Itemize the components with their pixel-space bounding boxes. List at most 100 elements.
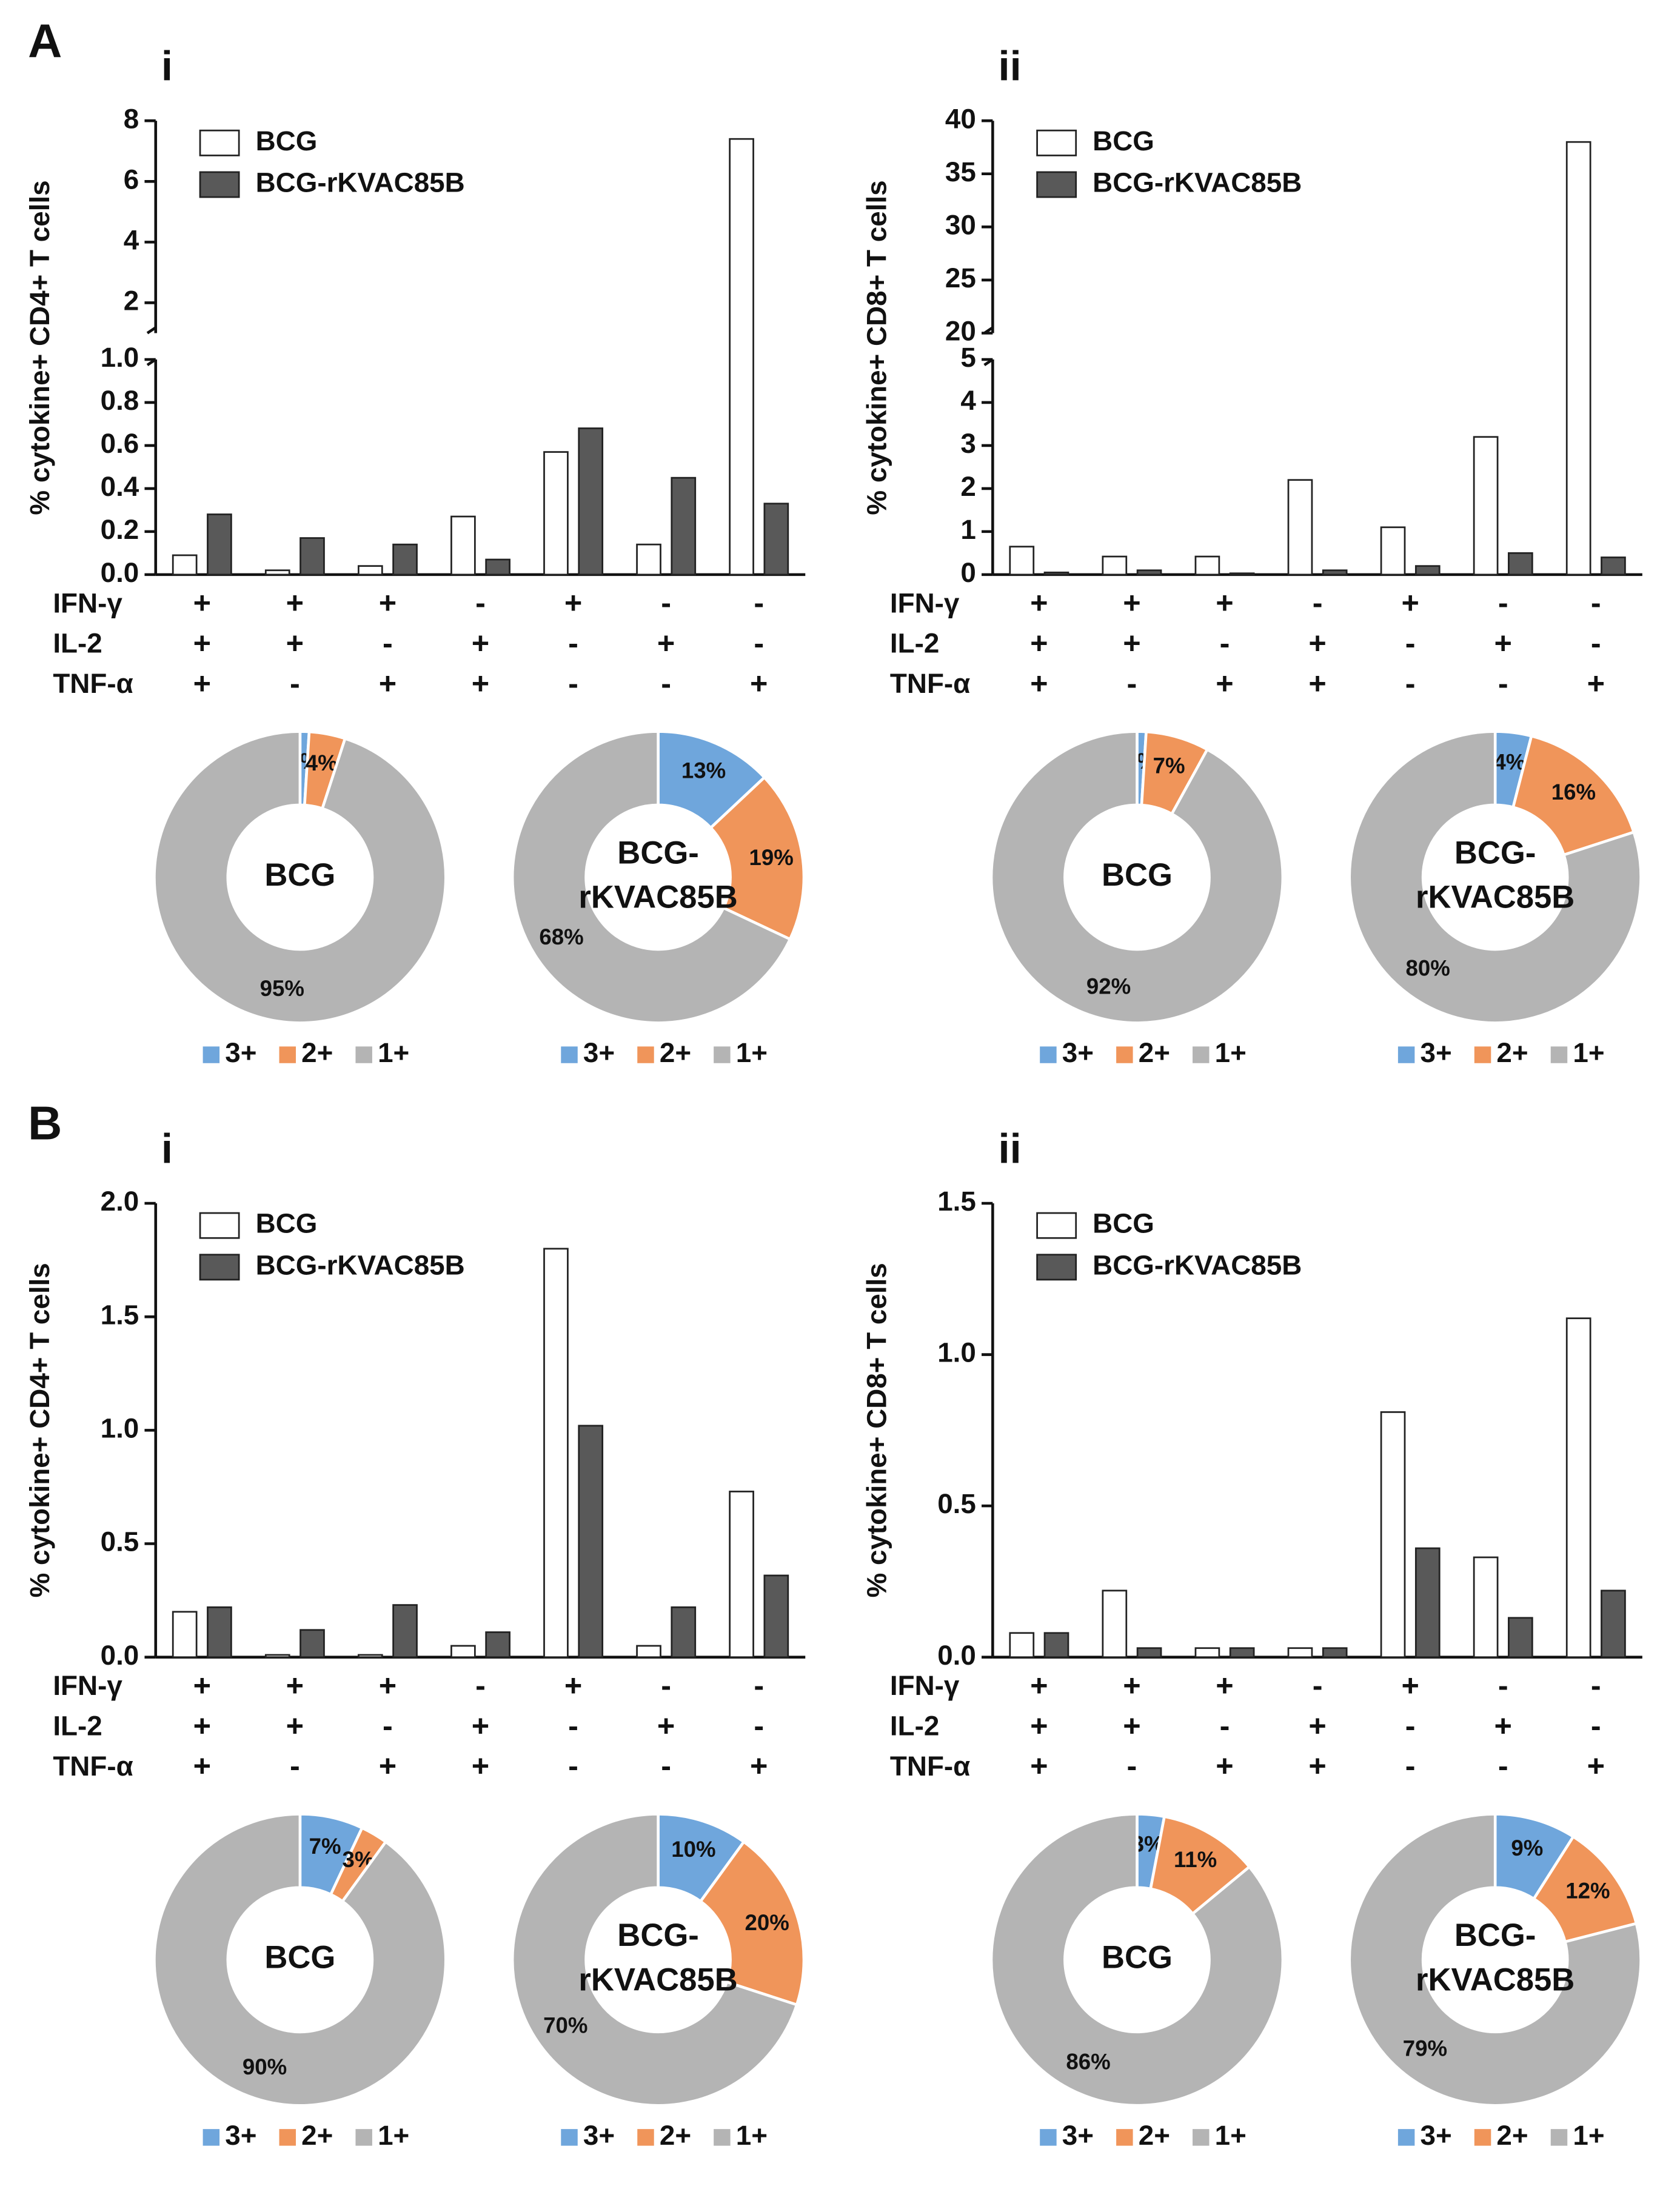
legend-label: 3+ [1062,1037,1094,1068]
legend-swatch [1036,1254,1077,1281]
row-sign: + [1216,1748,1233,1783]
bar [578,1425,604,1659]
y-tick-label: 0.0 [937,1640,976,1671]
legend-swatch [1397,2129,1415,2146]
row-sign: - [1220,626,1230,660]
legend-swatch [1116,2129,1133,2146]
row-sign: - [1405,1708,1416,1743]
bar [1380,526,1406,576]
row-sign: - [661,666,671,700]
slice-label: 70% [543,2013,587,2038]
legend-label: 2+ [301,1037,333,1068]
donut-slice [1531,1834,1638,1943]
row-label: TNF-α [890,1751,970,1782]
row-sign: - [383,1708,393,1743]
legend-label: 1+ [1215,2120,1247,2151]
donut-center: BCG- [1454,1917,1536,1953]
y-tick-label: 0.0 [101,557,139,588]
legend-swatch [355,2129,372,2146]
bar [729,1491,754,1659]
y-tick-label: 1.0 [101,1412,139,1443]
row-sign: - [1313,1668,1323,1702]
slice-label: 11% [1174,1847,1217,1872]
row-label: IL-2 [53,628,102,659]
y-axis-label: % cytokine+ CD8+ T cells [862,180,892,515]
y-tick-label: 0.5 [101,1526,139,1557]
row-sign: + [1030,1748,1048,1783]
bar [636,1645,661,1659]
panel-subtitle: i [161,43,173,90]
legend-swatch [714,1046,731,1063]
row-sign: + [750,666,768,700]
donut-slice [709,775,806,941]
bar [357,565,383,576]
row-sign: + [286,626,304,660]
legend-label: 2+ [660,2120,691,2151]
slice-label: 92% [1086,974,1131,999]
slice-label: 7% [309,1834,341,1859]
bar [1102,555,1128,576]
donut-slice [989,1813,1285,2107]
donut-center: BCG [264,857,335,893]
donut-center: BCG- [617,1917,699,1953]
row-label: TNF-α [890,668,970,699]
row-sign: + [286,1708,304,1743]
slice-label: 4% [306,750,338,775]
y-axis-label: % cytokine+ CD4+ T cells [24,180,55,515]
row-sign: + [193,626,211,660]
row-sign: - [661,586,671,620]
y-tick-label: 2 [124,286,139,316]
legend-swatch [637,1046,654,1063]
donut-slice [657,730,767,830]
bar [1565,141,1591,576]
bar [671,1606,697,1659]
row-sign: - [661,1668,671,1702]
bar [300,1629,325,1659]
row-sign: + [1030,586,1048,620]
bar [1043,571,1069,576]
legend-swatch [199,129,240,156]
legend-swatch [1036,1212,1077,1239]
row-sign: + [1030,1708,1048,1743]
y-tick-label: 4 [960,385,976,416]
slice-label: 86% [1066,2049,1110,2074]
slice-label: 95% [260,976,304,1001]
row-sign: - [1591,586,1601,620]
panel-subtitle: ii [999,43,1022,90]
bar [543,451,569,576]
y-tick-label: 2.0 [101,1186,139,1217]
bar [1194,555,1220,576]
row-sign: + [1401,1668,1419,1702]
legend-label: BCG [256,125,318,156]
row-sign: + [1030,666,1048,700]
row-sign: + [379,586,397,620]
legend-label: 1+ [736,1037,768,1068]
y-tick-label: 1.0 [937,1337,976,1368]
y-tick-label: 30 [945,209,976,240]
legend-swatch [202,1046,220,1063]
bar [543,1248,569,1659]
row-sign: - [1313,586,1323,620]
donut-center: BCG [1102,857,1173,893]
y-tick-label: 3 [960,428,976,459]
legend-label: 2+ [1139,2120,1170,2151]
y-tick-label: 0.8 [101,385,139,416]
y-tick-label: 5 [960,342,976,373]
legend-swatch [279,2129,296,2146]
legend-swatch [1397,1046,1415,1063]
y-tick-label: 0.0 [101,1640,139,1671]
legend-label: 2+ [1139,1037,1170,1068]
bar [729,138,754,576]
donut-slice [1348,730,1642,1024]
row-label: TNF-α [53,668,133,699]
legend-label: 3+ [583,1037,615,1068]
bar [671,476,697,576]
bar [172,1611,198,1659]
bar [763,503,789,576]
row-sign: + [193,1748,211,1783]
bar [1287,1647,1313,1659]
legend-swatch [1193,1046,1210,1063]
legend-swatch [1116,1046,1133,1063]
row-sign: + [1401,586,1419,620]
y-axis-label: % cytokine+ CD8+ T cells [862,1263,892,1597]
